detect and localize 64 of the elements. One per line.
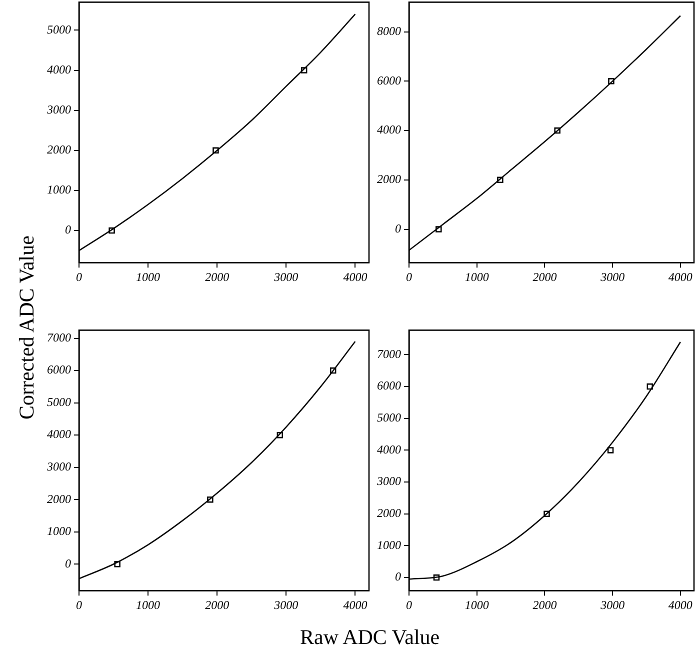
y-tick-label: 7000 [377, 346, 401, 361]
x-tick-label: 3000 [600, 270, 625, 284]
y-axis-title: Corrected ADC Value [14, 234, 40, 422]
x-tick-label: 0 [76, 270, 82, 284]
point [108, 227, 115, 234]
x-axis-title: Raw ADC Value [300, 625, 440, 650]
point [114, 561, 120, 568]
y-tick-label: 4000 [377, 122, 401, 137]
y-tick-label: 2000 [377, 172, 401, 186]
point [330, 367, 336, 374]
x-tick-label: 0 [76, 598, 82, 612]
point [207, 496, 214, 503]
y-tick-label: 1000 [47, 182, 71, 197]
y-tick-label: 6000 [47, 362, 71, 377]
y-tick-label: 2000 [377, 506, 401, 520]
point [212, 147, 219, 154]
y-tick-label: 0 [395, 221, 401, 236]
y-tick-label: 0 [395, 570, 401, 584]
y-tick-label: 3000 [46, 102, 71, 117]
x-tick-label: 4000 [668, 598, 692, 612]
x-tick-label: 2000 [532, 270, 557, 284]
point [436, 226, 442, 232]
y-tick-label: 3000 [46, 459, 71, 474]
y-tick-label: 6000 [377, 73, 401, 88]
x-tick-label: 2000 [532, 598, 557, 612]
x-tick-label: 1000 [136, 270, 160, 284]
y-tick-label: 4000 [47, 62, 71, 76]
y-tick-label: 3000 [376, 474, 401, 488]
x-tick-label: 3000 [600, 598, 625, 612]
x-tick-label: 4000 [668, 270, 692, 284]
y-tick-label: 6000 [377, 378, 401, 393]
x-tick-label: 2000 [205, 598, 230, 612]
point [276, 432, 284, 438]
y-tick-label: 5000 [47, 22, 71, 36]
point [300, 67, 308, 74]
x-tick-label: 4000 [343, 598, 368, 612]
x-tick-label: 0 [406, 598, 412, 612]
point [544, 510, 550, 518]
y-tick-label: 4000 [47, 427, 71, 442]
x-tick-label: 3000 [273, 598, 298, 612]
x-tick-label: 3000 [273, 270, 298, 284]
x-tick-label: 1000 [464, 270, 489, 284]
point [608, 78, 614, 84]
y-tick-label: 0 [65, 556, 71, 570]
y-tick-label: 7000 [47, 330, 71, 344]
point [433, 574, 440, 581]
y-tick-label: 1000 [377, 538, 401, 552]
x-tick-label: 1000 [464, 598, 489, 612]
y-tick-label: 0 [65, 222, 71, 237]
point [497, 176, 504, 184]
y-tick-label: 2000 [47, 142, 71, 157]
y-tick-label: 4000 [377, 442, 401, 456]
point [554, 127, 560, 134]
y-tick-label: 5000 [377, 410, 401, 425]
y-tick-label: 2000 [47, 492, 71, 506]
y-tick-label: 1000 [47, 524, 71, 538]
x-tick-label: 2000 [205, 270, 230, 284]
x-tick-label: 4000 [343, 270, 368, 284]
point [607, 447, 614, 454]
y-tick-label: 8000 [377, 24, 401, 38]
point [646, 383, 654, 390]
x-tick-label: 0 [406, 270, 412, 284]
y-tick-label: 5000 [47, 394, 71, 409]
x-tick-label: 1000 [136, 598, 160, 612]
